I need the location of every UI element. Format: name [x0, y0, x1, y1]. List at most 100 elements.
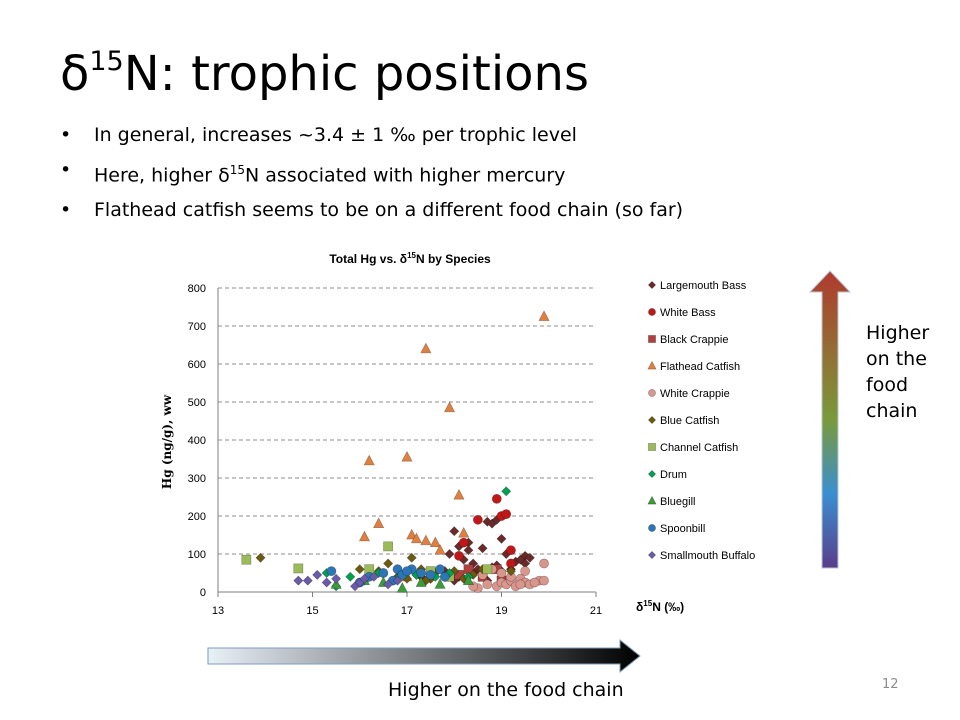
legend-label-spoonbill: Spoonbill [660, 523, 705, 535]
point-flathead-catfish [401, 450, 413, 462]
page-number: 12 [882, 677, 899, 692]
point-drum [501, 486, 512, 497]
legend-label-largemouth-bass: Largemouth Bass [660, 280, 747, 292]
point-white-crappie [496, 568, 507, 578]
legend-label-flathead-catfish: Flathead Catfish [660, 361, 740, 373]
point-bluegill [462, 574, 475, 586]
point-smallmouth-buffalo [331, 573, 342, 584]
legend-marker-spoonbill [648, 524, 656, 532]
point-channel-catfish [241, 554, 252, 565]
x-tick-label: 21 [590, 605, 602, 617]
point-largemouth-bass [515, 554, 526, 565]
bullet-superscript: 15 [229, 163, 246, 177]
point-blue-catfish [505, 566, 516, 577]
point-flathead-catfish [358, 530, 371, 542]
point-white-crappie [482, 579, 493, 590]
point-flathead-catfish [443, 401, 456, 413]
side-arrow [808, 270, 852, 569]
side-arrow-label: Higher on the food chain [866, 322, 930, 422]
point-largemouth-bass [463, 545, 474, 556]
point-blue-catfish [383, 558, 394, 569]
point-flathead-catfish [420, 342, 432, 354]
point-white-crappie [539, 575, 549, 586]
point-spoonbill [402, 566, 412, 576]
point-bluegill [434, 578, 446, 589]
point-smallmouth-buffalo [321, 577, 332, 588]
legend-marker-largemouth-bass [647, 280, 657, 290]
y-tick-label: 200 [188, 511, 206, 523]
point-spoonbill [378, 568, 389, 578]
point-channel-catfish [293, 563, 304, 574]
x-axis-label: δ15N (‰) [636, 599, 684, 614]
y-tick-label: 300 [188, 473, 206, 485]
bullet-dot: • [60, 159, 72, 181]
bullet-list: • In general, increases ~3.4 ± 1 ‰ per tr… [60, 118, 683, 228]
point-channel-catfish [383, 541, 393, 552]
point-blue-catfish [354, 564, 365, 575]
point-flathead-catfish [406, 528, 418, 540]
legend-marker-white-crappie [648, 389, 656, 397]
point-bluegill [396, 581, 408, 593]
title-superscript: 15 [89, 46, 124, 77]
y-axis-label: Hg (ng/g), ww [160, 394, 174, 489]
legend-label-smallmouth-buffalo: Smallmouth Buffalo [660, 550, 755, 562]
bullet-item: • Here, higher δ15N associated with highe… [60, 153, 683, 193]
chart-title: Total Hg vs. δ15N by Species [329, 251, 491, 266]
y-tick-label: 600 [188, 359, 206, 371]
point-smallmouth-buffalo [368, 571, 379, 582]
legend-label-black-crappie: Black Crappie [660, 334, 728, 346]
point-bluegill [415, 576, 427, 587]
point-flathead-catfish [434, 543, 446, 555]
point-flathead-catfish [363, 454, 375, 466]
bullet-dot: • [60, 124, 72, 146]
point-smallmouth-buffalo [302, 575, 313, 586]
point-blue-catfish [449, 566, 460, 577]
y-tick-label: 800 [188, 283, 206, 295]
title-prefix: δ [60, 46, 90, 102]
bullet-text: Here, higher δ [94, 164, 230, 187]
point-white-crappie [520, 566, 531, 576]
y-tick-label: 700 [188, 321, 206, 333]
point-spoonbill [416, 568, 427, 578]
legend-label-bluegill: Bluegill [660, 496, 695, 508]
legend-marker-black-crappie [648, 335, 656, 343]
x-tick-label: 13 [212, 605, 224, 617]
gridlines [218, 287, 596, 555]
point-spoonbill [439, 571, 450, 582]
point-flathead-catfish [458, 526, 470, 538]
bullet-item: • In general, increases ~3.4 ± 1 ‰ per tr… [60, 118, 683, 153]
point-largemouth-bass [524, 552, 535, 563]
point-smallmouth-buffalo [383, 579, 394, 590]
point-largemouth-bass [449, 526, 460, 537]
point-white-bass [454, 551, 464, 561]
y-tick-label: 500 [188, 397, 206, 409]
point-largemouth-bass [444, 548, 455, 560]
x-tick-label: 17 [401, 605, 413, 617]
point-white-bass [472, 514, 483, 525]
x-tick-label: 19 [495, 605, 507, 617]
point-largemouth-bass [468, 558, 479, 569]
point-flathead-catfish [538, 310, 550, 321]
axes: 0 100 200 300 400 500 600 700 800 13 15 17 19 21 [188, 283, 602, 617]
legend-marker-flathead-catfish [647, 360, 657, 370]
legend-marker-white-bass [648, 308, 656, 316]
point-largemouth-bass [477, 543, 488, 554]
point-flathead-catfish [453, 488, 465, 500]
point-flathead-catfish [373, 517, 385, 529]
slide-title: δ15N: trophic positions [60, 44, 589, 112]
legend-label-white-bass: White Bass [660, 307, 716, 319]
point-white-bass [506, 545, 516, 556]
title-suffix: N: trophic positions [123, 46, 589, 102]
legend-marker-channel-catfish [648, 443, 656, 451]
point-white-bass [501, 509, 512, 519]
legend-label-channel-catfish: Channel Catfish [660, 442, 738, 454]
point-smallmouth-buffalo [359, 573, 370, 584]
point-smallmouth-buffalo [392, 575, 403, 586]
point-spoonbill [435, 564, 445, 575]
point-flathead-catfish [410, 532, 423, 544]
point-blue-catfish [255, 552, 266, 563]
point-white-bass [491, 493, 502, 504]
legend-marker-blue-catfish [647, 415, 657, 425]
bullet-dot: • [60, 199, 72, 222]
point-bluegill [330, 578, 342, 589]
